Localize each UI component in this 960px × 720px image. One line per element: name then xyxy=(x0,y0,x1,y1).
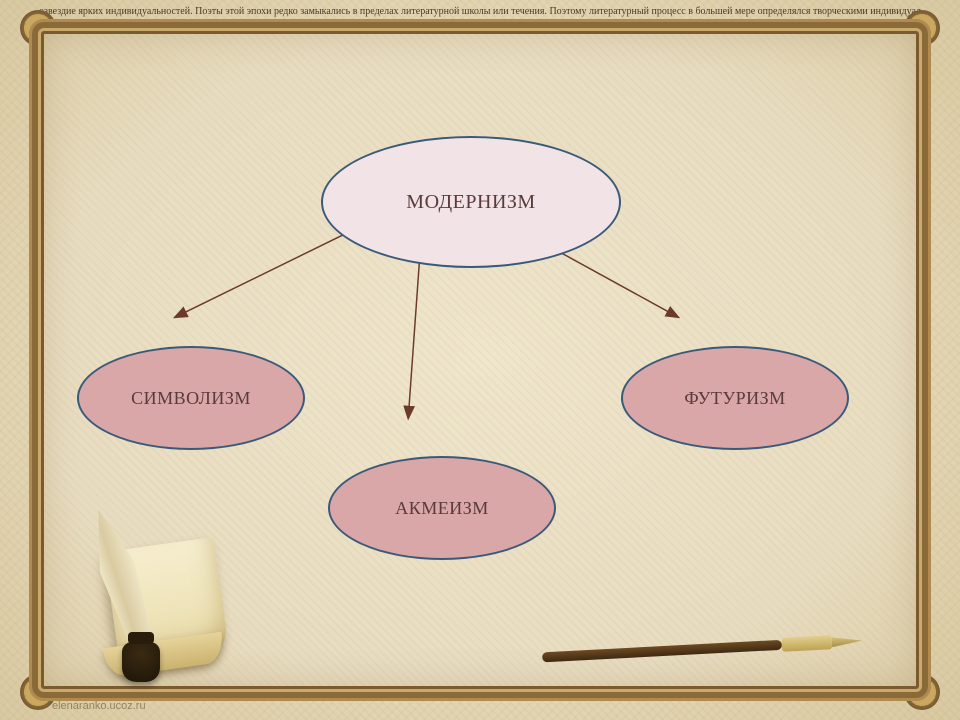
watermark-text: elenaranko.ucoz.ru xyxy=(52,700,146,712)
pen-grip xyxy=(782,635,833,652)
slide-stage: озвездие ярких индивидуальностей. Поэты … xyxy=(0,0,960,720)
node-label: ФУТУРИЗМ xyxy=(676,388,793,409)
diagram-edge xyxy=(408,251,420,419)
node-symbolism: СИМВОЛИЗМ xyxy=(77,346,305,450)
node-label: АКМЕИЗМ xyxy=(387,498,497,519)
inkpot-icon xyxy=(122,642,160,682)
node-acmeism: АКМЕИЗМ xyxy=(328,456,556,560)
node-label: МОДЕРНИЗМ xyxy=(398,191,543,214)
decorative-frame: МОДЕРНИЗМ СИМВОЛИЗМ АКМЕИЗМ ФУТУРИЗМ xyxy=(38,28,922,692)
node-modernism: МОДЕРНИЗМ xyxy=(321,136,621,268)
node-futurism: ФУТУРИЗМ xyxy=(621,346,849,450)
node-label: СИМВОЛИЗМ xyxy=(123,388,259,409)
diagram-edge xyxy=(174,235,343,318)
top-caption: озвездие ярких индивидуальностей. Поэты … xyxy=(0,6,960,17)
pen-nib-icon xyxy=(832,636,862,648)
